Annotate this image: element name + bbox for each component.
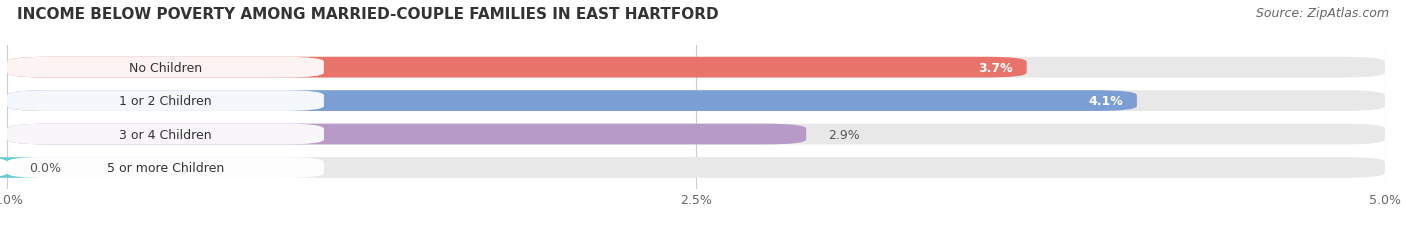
Text: 2.9%: 2.9%: [828, 128, 860, 141]
FancyBboxPatch shape: [7, 58, 323, 78]
FancyBboxPatch shape: [7, 91, 1385, 112]
Text: 1 or 2 Children: 1 or 2 Children: [120, 95, 212, 108]
FancyBboxPatch shape: [7, 91, 1137, 112]
Text: 3 or 4 Children: 3 or 4 Children: [120, 128, 212, 141]
Text: Source: ZipAtlas.com: Source: ZipAtlas.com: [1256, 7, 1389, 20]
FancyBboxPatch shape: [7, 158, 1385, 178]
Text: 3.7%: 3.7%: [979, 61, 1012, 74]
FancyBboxPatch shape: [7, 124, 323, 145]
Text: 5 or more Children: 5 or more Children: [107, 161, 224, 174]
FancyBboxPatch shape: [7, 158, 323, 178]
FancyBboxPatch shape: [7, 58, 1385, 78]
Text: 4.1%: 4.1%: [1088, 95, 1123, 108]
FancyBboxPatch shape: [7, 58, 1026, 78]
Text: No Children: No Children: [129, 61, 202, 74]
FancyBboxPatch shape: [0, 158, 48, 178]
FancyBboxPatch shape: [7, 91, 323, 112]
Text: INCOME BELOW POVERTY AMONG MARRIED-COUPLE FAMILIES IN EAST HARTFORD: INCOME BELOW POVERTY AMONG MARRIED-COUPL…: [17, 7, 718, 22]
Text: 0.0%: 0.0%: [30, 161, 60, 174]
FancyBboxPatch shape: [7, 124, 806, 145]
FancyBboxPatch shape: [7, 124, 1385, 145]
